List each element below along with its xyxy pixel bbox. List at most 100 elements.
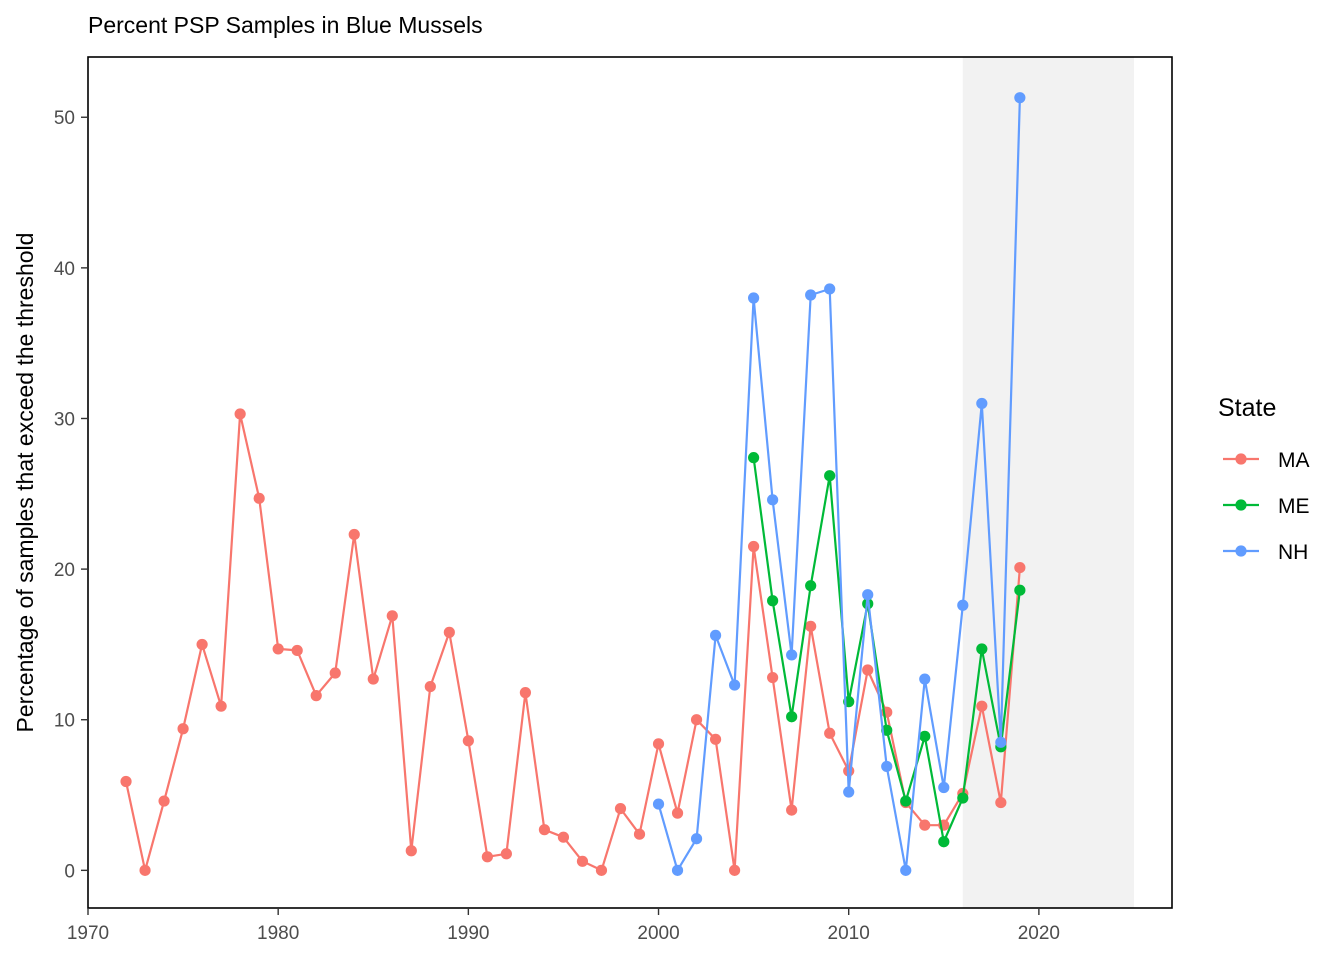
data-point bbox=[196, 638, 208, 651]
data-point bbox=[976, 700, 988, 712]
data-point bbox=[919, 673, 931, 685]
series-nh bbox=[652, 92, 1026, 876]
y-tick-label: 20 bbox=[54, 560, 75, 581]
data-point bbox=[310, 690, 322, 702]
data-point bbox=[690, 833, 703, 845]
legend-key-label: ME bbox=[1278, 495, 1310, 518]
data-point bbox=[824, 283, 836, 295]
data-point bbox=[234, 408, 246, 420]
data-point bbox=[671, 807, 684, 819]
chart-title: Percent PSP Samples in Blue Mussels bbox=[88, 12, 483, 38]
data-point bbox=[557, 831, 570, 843]
data-point bbox=[633, 828, 646, 840]
shaded-region bbox=[962, 57, 1134, 908]
data-point bbox=[957, 792, 969, 804]
legend-key-point bbox=[1235, 545, 1247, 557]
data-point bbox=[481, 851, 493, 863]
series-ma bbox=[120, 408, 1026, 876]
data-point bbox=[900, 864, 912, 876]
data-point bbox=[386, 610, 398, 622]
data-point bbox=[253, 492, 265, 504]
data-point bbox=[538, 824, 551, 836]
data-point bbox=[215, 700, 227, 712]
data-point bbox=[786, 649, 798, 661]
data-point bbox=[519, 687, 532, 699]
legend-key-nh: NH bbox=[1223, 541, 1308, 564]
data-point bbox=[957, 599, 969, 611]
data-point bbox=[862, 589, 874, 601]
y-tick-label: 30 bbox=[54, 409, 75, 430]
data-point bbox=[976, 397, 988, 410]
data-point bbox=[995, 796, 1007, 809]
data-point bbox=[272, 643, 284, 655]
data-point bbox=[862, 664, 874, 676]
legend: State MA ME NH bbox=[1218, 394, 1310, 564]
data-point bbox=[1014, 92, 1026, 104]
data-point bbox=[576, 855, 589, 867]
data-point bbox=[805, 289, 817, 301]
data-point bbox=[900, 795, 912, 807]
y-tick-label: 40 bbox=[54, 259, 75, 280]
data-point bbox=[443, 626, 455, 638]
data-point bbox=[786, 711, 798, 723]
data-point bbox=[500, 848, 512, 860]
data-point bbox=[690, 714, 703, 726]
data-point bbox=[728, 679, 741, 691]
data-point bbox=[424, 680, 436, 693]
y-tick-label: 10 bbox=[54, 711, 75, 732]
x-tick-label: 2010 bbox=[828, 923, 870, 944]
data-point bbox=[1014, 584, 1026, 596]
x-tick-label: 1970 bbox=[67, 923, 109, 944]
data-point bbox=[614, 802, 627, 815]
data-point bbox=[462, 735, 474, 747]
shaded-region-layer bbox=[962, 57, 1134, 908]
y-axis-label: Percentage of samples that exceed the th… bbox=[12, 233, 38, 733]
data-point bbox=[348, 528, 360, 541]
legend-key-label: NH bbox=[1278, 541, 1308, 564]
data-point bbox=[767, 494, 779, 506]
y-tick-label: 0 bbox=[64, 861, 75, 882]
x-tick-label: 2000 bbox=[637, 923, 679, 944]
data-point bbox=[748, 452, 760, 464]
data-point bbox=[652, 738, 665, 750]
data-point bbox=[1014, 562, 1026, 574]
data-point bbox=[824, 727, 836, 739]
data-point bbox=[995, 736, 1007, 748]
y-axis: 0 10 20 30 40 50 bbox=[54, 108, 88, 882]
data-point bbox=[938, 836, 950, 848]
data-point bbox=[767, 671, 779, 684]
series-layer bbox=[120, 92, 1026, 876]
data-point bbox=[367, 673, 379, 685]
data-point bbox=[709, 733, 722, 745]
data-point bbox=[728, 864, 741, 876]
data-point bbox=[158, 795, 170, 807]
data-point bbox=[805, 580, 817, 592]
data-point bbox=[919, 730, 931, 742]
series-line bbox=[124, 412, 1021, 872]
data-point bbox=[709, 629, 722, 641]
legend-key-point bbox=[1235, 499, 1247, 511]
data-point bbox=[291, 644, 303, 657]
data-point bbox=[748, 540, 760, 553]
data-point bbox=[843, 786, 855, 798]
legend-key-me: ME bbox=[1223, 495, 1310, 518]
series-me bbox=[748, 452, 1026, 848]
data-point bbox=[824, 470, 836, 482]
legend-keys: MA ME NH bbox=[1223, 449, 1310, 564]
data-point bbox=[748, 292, 760, 304]
data-point bbox=[919, 819, 931, 831]
data-point bbox=[671, 864, 684, 876]
series-line bbox=[657, 97, 1021, 872]
y-tick-label: 50 bbox=[54, 108, 75, 129]
legend-key-ma: MA bbox=[1223, 449, 1310, 472]
data-point bbox=[805, 620, 817, 632]
data-point bbox=[405, 845, 417, 857]
data-point bbox=[881, 760, 893, 773]
data-point bbox=[652, 798, 665, 810]
data-point bbox=[938, 781, 950, 794]
data-point bbox=[976, 643, 988, 655]
x-tick-label: 2020 bbox=[1018, 923, 1060, 944]
legend-key-label: MA bbox=[1278, 449, 1310, 472]
